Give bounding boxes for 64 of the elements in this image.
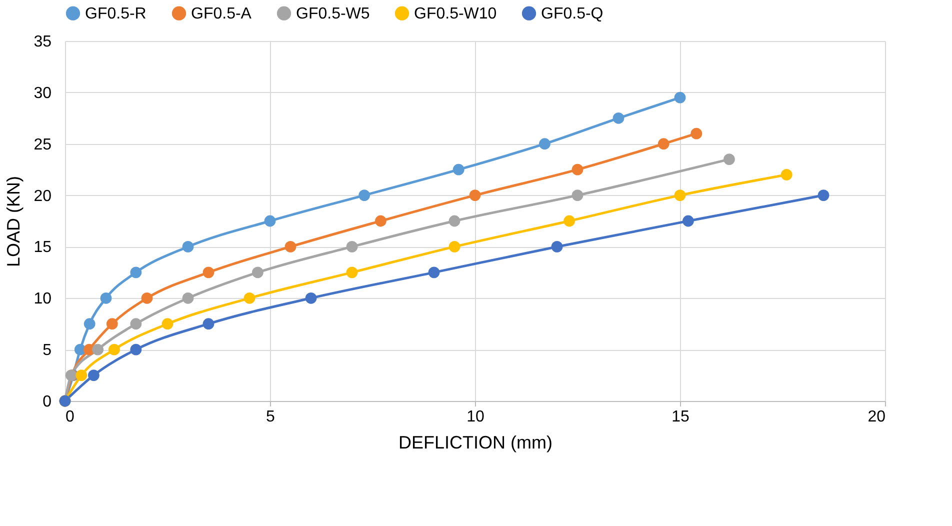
point [108, 344, 120, 356]
legend-label: GF0.5-R [85, 5, 146, 22]
x-tick-label: 10 [466, 408, 484, 426]
point [162, 318, 174, 330]
legend-label: GF0.5-A [191, 5, 252, 22]
y-tick-label: 35 [34, 34, 52, 50]
point [88, 370, 100, 381]
y-tick-label: 20 [34, 188, 52, 205]
point [572, 164, 584, 176]
point [564, 215, 575, 227]
point [428, 266, 440, 278]
y-tick-label: 30 [34, 84, 52, 102]
x-tick-label: 5 [266, 408, 276, 426]
point [452, 164, 464, 176]
point [358, 190, 370, 201]
legend-label: GF0.5-Q [541, 5, 604, 22]
point [674, 92, 686, 104]
point [106, 318, 118, 330]
y-tick-label: 15 [34, 239, 52, 256]
point [572, 190, 584, 201]
x-tick-label: 15 [672, 408, 690, 426]
point [346, 266, 358, 278]
y-tick-label: 10 [34, 290, 52, 308]
x-tick-label: 0 [66, 408, 74, 426]
point [682, 215, 694, 227]
point [551, 241, 563, 252]
point [724, 154, 735, 165]
point [202, 318, 214, 330]
point [84, 318, 96, 330]
y-tick-label: 5 [42, 342, 52, 360]
point [182, 241, 194, 252]
point [284, 241, 296, 252]
y-axis-title: LOAD (KN) [4, 176, 24, 268]
y-tick-label: 0 [42, 394, 52, 410]
point [100, 292, 112, 304]
point [469, 190, 481, 201]
point [130, 318, 142, 330]
x-axis-title: DEFLICTION (mm) [398, 432, 552, 452]
point [92, 344, 104, 356]
point [130, 344, 142, 356]
point [346, 241, 358, 252]
y-tick-label: 25 [34, 136, 52, 154]
point [690, 128, 702, 140]
legend-label: GF0.5-W10 [414, 5, 497, 22]
point [305, 292, 317, 304]
point [448, 241, 460, 252]
point [182, 292, 194, 304]
x-tick-label: 20 [868, 408, 886, 426]
point [141, 292, 153, 304]
point [780, 169, 792, 180]
point [252, 266, 264, 278]
point [130, 266, 142, 278]
point [264, 215, 276, 227]
point [539, 138, 550, 150]
point [375, 215, 386, 227]
point [612, 112, 624, 124]
point [658, 138, 670, 150]
point [674, 190, 686, 201]
point [76, 370, 88, 381]
point [448, 215, 460, 227]
legend-label: GF0.5-W5 [296, 5, 370, 22]
point [202, 266, 214, 278]
point [244, 292, 256, 304]
point [818, 190, 830, 201]
